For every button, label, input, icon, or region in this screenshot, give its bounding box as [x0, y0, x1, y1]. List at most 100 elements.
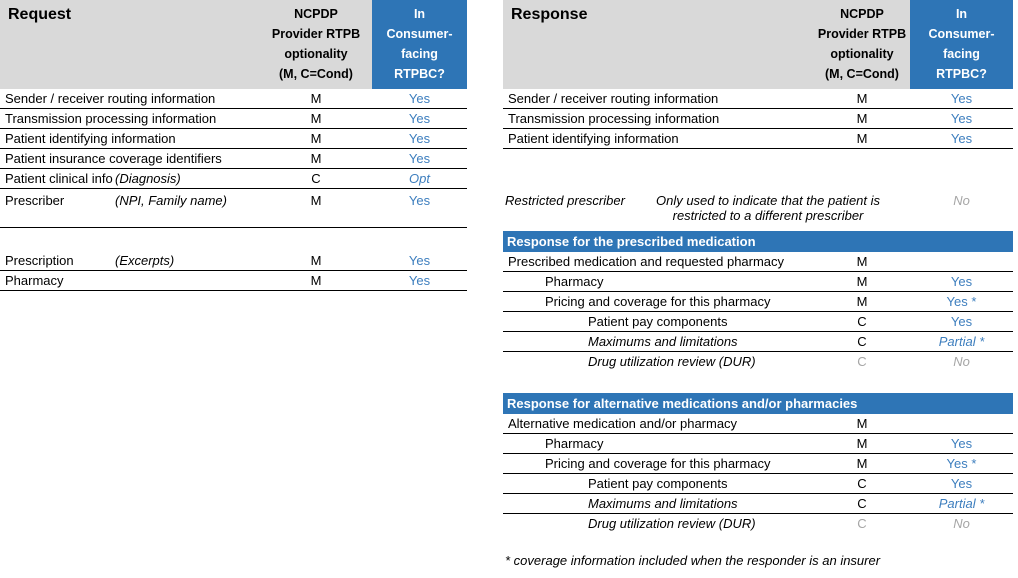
- table-row: Prescribed medication and requested phar…: [503, 252, 1013, 272]
- row-label: Prescription: [5, 253, 74, 268]
- row-label: Patient insurance coverage identifiers: [5, 151, 222, 166]
- table-row: Pricing and coverage for this pharmacy M…: [503, 292, 1013, 312]
- rtpbc-value: No: [953, 193, 970, 208]
- rtpbc-value: No: [953, 516, 970, 531]
- row-annotation: (Excerpts): [115, 253, 175, 268]
- optionality-value: M: [856, 111, 868, 126]
- table-row: Pharmacy M Yes: [503, 434, 1013, 454]
- optionality-value: M: [856, 416, 868, 431]
- optionality-value: M: [310, 91, 322, 106]
- row-label: Maximums and limitations: [588, 334, 738, 349]
- header-line: facing: [401, 47, 438, 61]
- response-table-title: Response: [511, 6, 588, 23]
- rtpbc-value: Yes: [408, 111, 431, 126]
- row-label: Alternative medication and/or pharmacy: [508, 416, 738, 431]
- rtpbc-value: Partial *: [938, 496, 985, 511]
- header-line: NCPDP: [294, 7, 338, 21]
- header-line: Consumer-: [928, 27, 995, 41]
- header-line: In: [955, 7, 968, 21]
- rtpbc-value: Yes *: [946, 294, 977, 309]
- optionality-value: M: [310, 111, 322, 126]
- rtpbc-value: Yes: [408, 253, 431, 268]
- rtpbc-value: Yes: [950, 274, 973, 289]
- row-annotation: Only used to indicate that the patient i…: [648, 193, 888, 223]
- table-row: Patient pay components C Yes: [503, 474, 1013, 494]
- row-label: Drug utilization review (DUR): [588, 516, 756, 531]
- rtpbc-value: Yes: [408, 91, 431, 106]
- table-row: Patient identifying information M Yes: [503, 129, 1013, 149]
- optionality-column-header: NCPDP Provider RTPB optionality (M, C=Co…: [260, 4, 372, 84]
- optionality-value: C: [857, 476, 867, 491]
- restricted-prescriber-row: Restricted prescriber Only used to indic…: [503, 190, 1013, 231]
- optionality-column-header: NCPDP Provider RTPB optionality (M, C=Co…: [803, 4, 921, 84]
- rtpbc-value: Yes: [408, 131, 431, 146]
- rtpbc-value: Opt: [409, 171, 430, 186]
- rtpbc-value: Partial *: [938, 334, 985, 349]
- section-banner: Response for the prescribed medication: [503, 231, 1013, 252]
- table-row: Prescription (Excerpts) M Yes: [0, 251, 467, 271]
- table-row: Pricing and coverage for this pharmacy M…: [503, 454, 1013, 474]
- response-table: Response NCPDP Provider RTPB optionality…: [503, 0, 1013, 568]
- row-label: Maximums and limitations: [588, 496, 738, 511]
- rtpbc-value: [910, 252, 1013, 271]
- row-label: Patient identifying information: [508, 131, 679, 146]
- optionality-value: M: [856, 436, 868, 451]
- row-label: Sender / receiver routing information: [5, 91, 216, 106]
- row-label: Pricing and coverage for this pharmacy: [545, 294, 771, 309]
- optionality-value: M: [310, 193, 322, 208]
- header-line: RTPBC?: [394, 67, 445, 81]
- header-line: Consumer-: [386, 27, 453, 41]
- header-line: (M, C=Cond): [279, 67, 353, 81]
- rtpbc-column-header: In Consumer- facing RTPBC?: [910, 0, 1013, 89]
- row-label: Sender / receiver routing information: [508, 91, 719, 106]
- table-row: Patient insurance coverage identifiers M…: [0, 149, 467, 169]
- table-row: Maximums and limitations C Partial *: [503, 332, 1013, 352]
- table-row: Patient clinical info (Diagnosis) C Opt: [0, 169, 467, 189]
- optionality-value: M: [310, 151, 322, 166]
- request-table-title: Request: [8, 6, 72, 23]
- annotation-line: restricted to a different prescriber: [672, 208, 864, 223]
- optionality-value: C: [857, 516, 867, 531]
- request-table-header: Request NCPDP Provider RTPB optionality …: [0, 0, 467, 89]
- table-row: Patient identifying information M Yes: [0, 129, 467, 149]
- spacer: [503, 149, 1013, 190]
- rtpbc-value: [910, 414, 1013, 433]
- optionality-value: M: [856, 274, 868, 289]
- row-label: Pharmacy: [545, 436, 604, 451]
- spacer: [0, 228, 467, 251]
- row-label: Restricted prescriber: [505, 193, 625, 208]
- header-line: facing: [943, 47, 980, 61]
- row-label: Pharmacy: [5, 273, 64, 288]
- table-row: Maximums and limitations C Partial *: [503, 494, 1013, 514]
- table-row: Sender / receiver routing information M …: [0, 89, 467, 109]
- optionality-value: M: [856, 456, 868, 471]
- section-banner: Response for alternative medications and…: [503, 393, 1013, 414]
- optionality-value: M: [856, 131, 868, 146]
- table-row: Drug utilization review (DUR) C No: [503, 352, 1013, 372]
- rtpbc-value: Yes: [950, 91, 973, 106]
- rtpbc-value: Yes: [408, 151, 431, 166]
- optionality-value: M: [310, 273, 322, 288]
- table-row: Patient pay components C Yes: [503, 312, 1013, 332]
- row-label: Patient pay components: [588, 314, 728, 329]
- optionality-value: C: [857, 314, 867, 329]
- optionality-value: M: [310, 253, 322, 268]
- table-row: Pharmacy M Yes: [503, 272, 1013, 292]
- header-line: Provider RTPB: [271, 27, 361, 41]
- row-label: Transmission processing information: [5, 111, 217, 126]
- row-label: Transmission processing information: [508, 111, 720, 126]
- header-line: NCPDP: [840, 7, 884, 21]
- optionality-value: M: [856, 294, 868, 309]
- row-label: Patient identifying information: [5, 131, 176, 146]
- optionality-value: M: [856, 91, 868, 106]
- row-label: Drug utilization review (DUR): [588, 354, 756, 369]
- optionality-value: C: [311, 171, 321, 186]
- row-label: Prescriber: [5, 193, 65, 208]
- row-label: Pharmacy: [545, 274, 604, 289]
- row-label: Patient pay components: [588, 476, 728, 491]
- table-row: Prescriber (NPI, Family name) M Yes: [0, 189, 467, 228]
- rtpbc-value: Yes: [950, 131, 973, 146]
- row-annotation: (NPI, Family name): [115, 193, 227, 208]
- request-table: Request NCPDP Provider RTPB optionality …: [0, 0, 467, 291]
